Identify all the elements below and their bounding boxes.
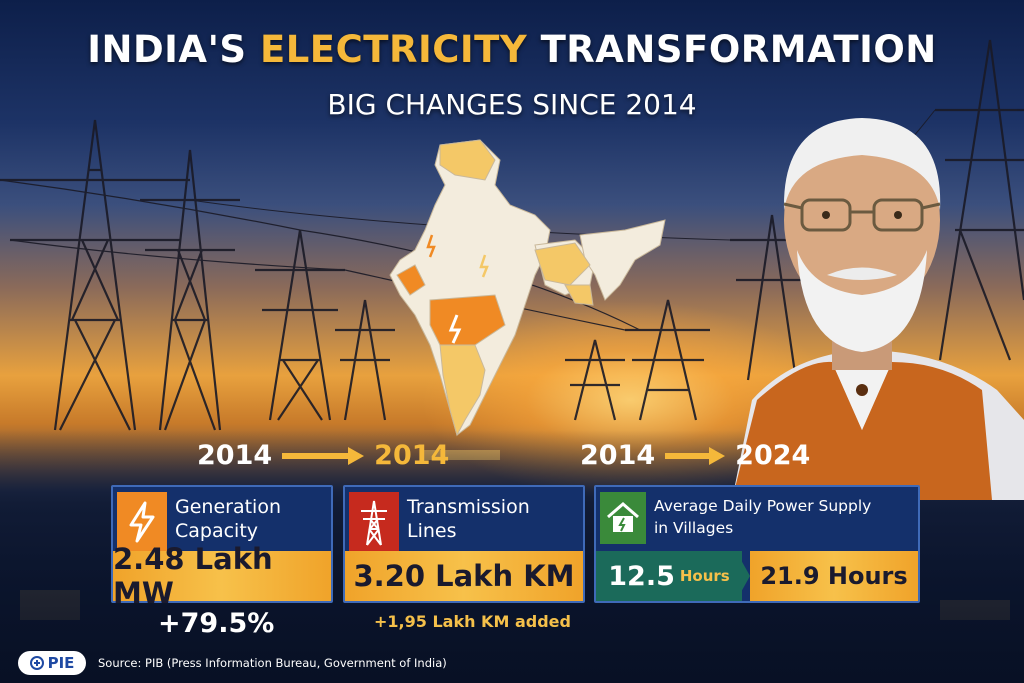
logo-text: PIE <box>47 654 75 672</box>
title-suffix: TRANSFORMATION <box>540 28 937 71</box>
label-line-2: Capacity <box>175 520 259 542</box>
logo-mark-icon <box>29 656 44 670</box>
year-to: 2014 <box>374 440 450 471</box>
transmission-tower-icon <box>349 492 399 552</box>
lightning-icon <box>117 492 167 552</box>
year-range-right: 2014 2024 <box>580 440 810 471</box>
village-supply-from: 12.5 Hours <box>596 551 742 601</box>
card-label: Generation Capacity <box>175 495 281 543</box>
year-from: 2014 <box>580 440 656 471</box>
title-highlight: ELECTRICITY <box>259 28 528 71</box>
year-range-left: 2014 2014 <box>197 440 449 471</box>
page-title: INDIA'S ELECTRICITY TRANSFORMATION <box>0 28 1024 71</box>
generation-capacity-card: Generation Capacity 2.48 Lakh MW <box>111 485 333 610</box>
year-from: 2014 <box>197 440 273 471</box>
card-label: Average Daily Power Supply in Villages <box>654 495 871 539</box>
leader-portrait <box>732 118 1024 500</box>
transmission-added-note: +1,95 Lakh KM added <box>374 612 571 631</box>
transmission-lines-card: Transmission Lines 3.20 Lakh KM <box>343 485 585 603</box>
village-power-card: Average Daily Power Supply in Villages 1… <box>594 485 920 603</box>
source-credit: Source: PIB (Press Information Bureau, G… <box>98 656 447 670</box>
village-house-icon <box>600 492 646 544</box>
card-label: Transmission Lines <box>407 495 530 543</box>
transmission-lines-value: 3.20 Lakh KM <box>345 551 583 601</box>
label-line-1: Transmission <box>407 496 530 518</box>
label-line-2: in Villages <box>654 519 734 537</box>
supply-from-value: 12.5 <box>608 560 675 592</box>
generation-capacity-value: 2.48 Lakh MW <box>113 542 331 610</box>
village-supply-to: 21.9 Hours <box>750 551 918 601</box>
title-prefix: INDIA'S <box>87 28 247 71</box>
supply-from-unit: Hours <box>679 567 730 585</box>
page-subtitle: BIG CHANGES SINCE 2014 <box>327 88 697 121</box>
year-to: 2024 <box>735 440 811 471</box>
label-line-1: Average Daily Power Supply <box>654 497 872 515</box>
india-map <box>389 139 666 437</box>
label-line-1: Generation <box>175 496 281 518</box>
generation-growth-percent: +79.5% <box>158 608 275 639</box>
arrow-right-icon <box>282 446 365 465</box>
arrow-right-icon <box>665 446 726 465</box>
label-line-2: Lines <box>407 520 457 542</box>
pie-logo: PIE <box>18 651 86 675</box>
chevron-right-icon <box>736 551 750 601</box>
